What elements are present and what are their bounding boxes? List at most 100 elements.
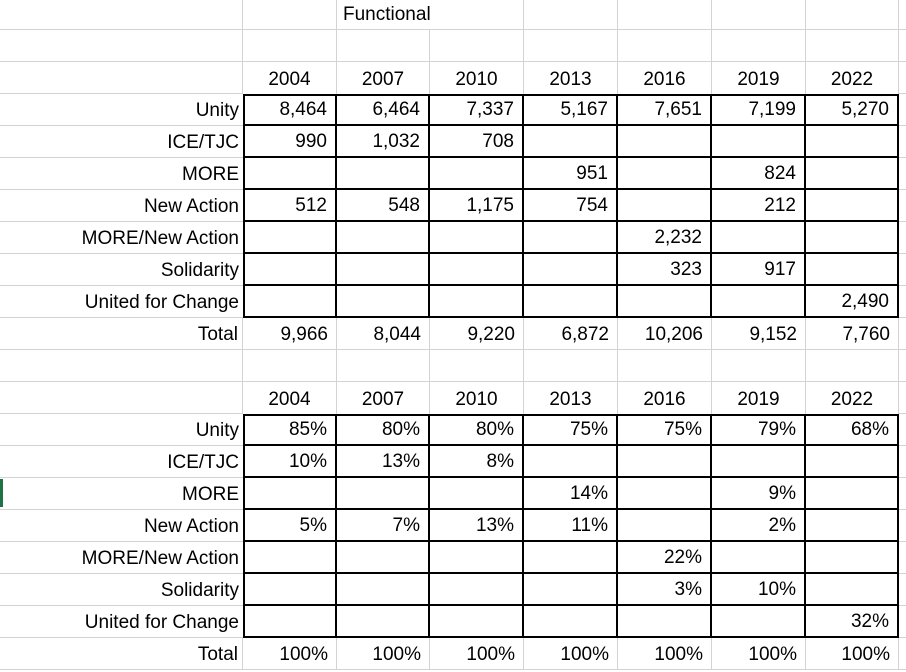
value-cell[interactable] (806, 542, 899, 574)
year-header-cell[interactable]: 2016 (618, 382, 712, 414)
empty-cell[interactable] (430, 0, 524, 30)
total-value-cell[interactable]: 100% (618, 638, 712, 670)
value-cell[interactable] (524, 126, 618, 158)
value-cell[interactable]: 708 (430, 126, 524, 158)
value-cell[interactable]: 7,651 (618, 94, 712, 126)
empty-cell[interactable] (337, 350, 430, 382)
value-cell[interactable]: 3% (618, 574, 712, 606)
empty-cell[interactable] (243, 30, 337, 62)
total-value-cell[interactable]: 100% (337, 638, 430, 670)
year-header-cell[interactable]: 2004 (243, 382, 337, 414)
value-cell[interactable]: 14% (524, 478, 618, 510)
empty-cell[interactable] (712, 0, 806, 30)
year-header-cell[interactable]: 2004 (243, 62, 337, 94)
year-header-cell[interactable]: 2007 (337, 382, 430, 414)
value-cell[interactable] (524, 286, 618, 318)
row-label-cell[interactable]: ICE/TJC (0, 446, 243, 478)
row-label-cell[interactable] (0, 0, 243, 30)
row-label-cell[interactable]: Solidarity (0, 574, 243, 606)
value-cell[interactable] (430, 222, 524, 254)
value-cell[interactable] (243, 222, 337, 254)
value-cell[interactable]: 754 (524, 190, 618, 222)
value-cell[interactable] (806, 478, 899, 510)
year-header-cell[interactable]: 2019 (712, 62, 806, 94)
value-cell[interactable]: 824 (712, 158, 806, 190)
value-cell[interactable]: 7,337 (430, 94, 524, 126)
row-label-cell[interactable]: MORE/New Action (0, 542, 243, 574)
value-cell[interactable]: 13% (337, 446, 430, 478)
value-cell[interactable] (430, 542, 524, 574)
value-cell[interactable] (618, 478, 712, 510)
row-label-cell[interactable] (0, 382, 243, 414)
value-cell[interactable] (806, 222, 899, 254)
value-cell[interactable] (524, 606, 618, 638)
year-header-cell[interactable]: 2010 (430, 382, 524, 414)
value-cell[interactable]: 5,270 (806, 94, 899, 126)
value-cell[interactable] (524, 446, 618, 478)
value-cell[interactable]: 80% (337, 414, 430, 446)
empty-cell[interactable] (618, 0, 712, 30)
total-value-cell[interactable]: 9,966 (243, 318, 337, 350)
year-header-cell[interactable]: 2010 (430, 62, 524, 94)
value-cell[interactable]: 7,199 (712, 94, 806, 126)
empty-cell[interactable] (618, 30, 712, 62)
value-cell[interactable] (618, 286, 712, 318)
row-label-cell[interactable]: MORE (0, 478, 243, 510)
value-cell[interactable] (712, 542, 806, 574)
value-cell[interactable]: 85% (243, 414, 337, 446)
value-cell[interactable]: 512 (243, 190, 337, 222)
total-value-cell[interactable]: 7,760 (806, 318, 899, 350)
value-cell[interactable]: 323 (618, 254, 712, 286)
value-cell[interactable] (337, 254, 430, 286)
year-header-cell[interactable]: 2013 (524, 62, 618, 94)
value-cell[interactable]: 990 (243, 126, 337, 158)
value-cell[interactable] (806, 126, 899, 158)
value-cell[interactable]: 13% (430, 510, 524, 542)
value-cell[interactable] (618, 158, 712, 190)
value-cell[interactable] (430, 478, 524, 510)
value-cell[interactable] (618, 606, 712, 638)
value-cell[interactable] (618, 190, 712, 222)
value-cell[interactable]: 6,464 (337, 94, 430, 126)
total-value-cell[interactable]: 100% (524, 638, 618, 670)
value-cell[interactable] (243, 478, 337, 510)
value-cell[interactable] (524, 574, 618, 606)
value-cell[interactable] (430, 574, 524, 606)
row-label-cell[interactable]: Unity (0, 94, 243, 126)
value-cell[interactable] (430, 286, 524, 318)
value-cell[interactable]: 8,464 (243, 94, 337, 126)
empty-cell[interactable] (430, 350, 524, 382)
row-label-cell[interactable]: United for Change (0, 606, 243, 638)
value-cell[interactable] (618, 446, 712, 478)
empty-cell[interactable] (524, 0, 618, 30)
empty-cell[interactable] (806, 30, 899, 62)
empty-cell[interactable] (712, 350, 806, 382)
row-label-cell[interactable] (0, 350, 243, 382)
value-cell[interactable]: 9% (712, 478, 806, 510)
total-value-cell[interactable]: 8,044 (337, 318, 430, 350)
value-cell[interactable]: 80% (430, 414, 524, 446)
total-value-cell[interactable]: 9,152 (712, 318, 806, 350)
row-label-cell[interactable]: MORE (0, 158, 243, 190)
value-cell[interactable] (243, 542, 337, 574)
value-cell[interactable] (243, 254, 337, 286)
value-cell[interactable] (243, 574, 337, 606)
value-cell[interactable]: 22% (618, 542, 712, 574)
total-value-cell[interactable]: 100% (430, 638, 524, 670)
value-cell[interactable] (243, 286, 337, 318)
value-cell[interactable] (337, 222, 430, 254)
value-cell[interactable] (337, 286, 430, 318)
total-value-cell[interactable]: 100% (806, 638, 899, 670)
value-cell[interactable] (806, 254, 899, 286)
empty-cell[interactable] (243, 0, 337, 30)
row-label-cell[interactable]: Solidarity (0, 254, 243, 286)
empty-cell[interactable] (712, 30, 806, 62)
value-cell[interactable] (712, 606, 806, 638)
value-cell[interactable] (618, 126, 712, 158)
value-cell[interactable]: 917 (712, 254, 806, 286)
value-cell[interactable]: 68% (806, 414, 899, 446)
empty-cell[interactable] (337, 30, 430, 62)
value-cell[interactable] (243, 158, 337, 190)
empty-cell[interactable] (243, 350, 337, 382)
value-cell[interactable] (337, 606, 430, 638)
